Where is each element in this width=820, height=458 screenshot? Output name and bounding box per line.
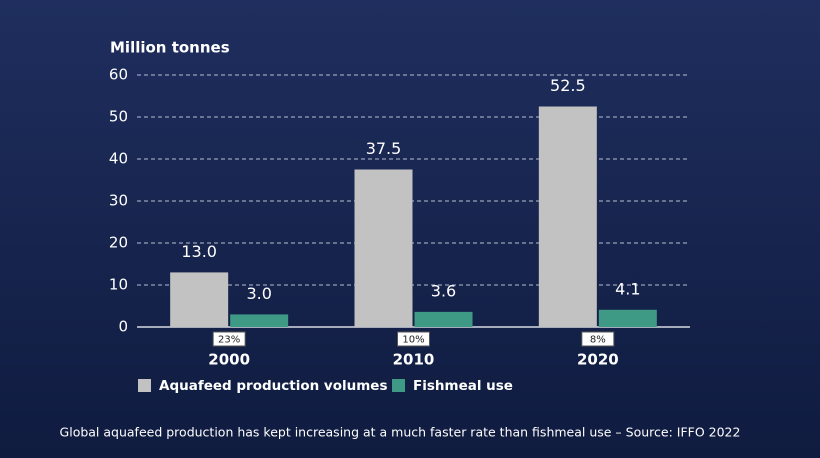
bar xyxy=(538,106,597,327)
bar xyxy=(354,169,413,327)
legend-swatch xyxy=(138,379,151,392)
legend-swatch xyxy=(392,379,405,392)
y-tick-label: 0 xyxy=(118,318,128,336)
x-tick-label: 2000 xyxy=(208,351,250,369)
bar xyxy=(598,309,657,327)
caption: Global aquafeed production has kept incr… xyxy=(60,425,741,440)
y-axis-title: Million tonnes xyxy=(110,39,230,57)
share-label: 23% xyxy=(218,335,240,346)
share-label: 10% xyxy=(402,335,424,346)
bar xyxy=(170,272,229,327)
y-tick-label: 20 xyxy=(109,234,128,252)
data-label: 3.6 xyxy=(431,281,456,300)
y-tick-label: 40 xyxy=(109,150,128,168)
legend-label: Fishmeal use xyxy=(413,378,513,394)
y-tick-label: 50 xyxy=(109,108,128,126)
x-tick-label: 2010 xyxy=(393,351,435,369)
bar xyxy=(230,314,289,327)
share-box xyxy=(212,331,246,347)
y-tick-label: 10 xyxy=(109,276,128,294)
data-label: 4.1 xyxy=(615,279,640,298)
x-tick-label: 2020 xyxy=(577,351,619,369)
data-label: 37.5 xyxy=(366,139,402,158)
data-label: 13.0 xyxy=(181,242,217,261)
y-tick-label: 30 xyxy=(109,192,128,210)
share-box xyxy=(581,331,615,347)
data-label: 3.0 xyxy=(246,284,271,303)
data-label: 52.5 xyxy=(550,76,586,95)
bar xyxy=(414,311,473,327)
share-box xyxy=(397,331,430,347)
share-label: 8% xyxy=(590,335,606,346)
y-tick-label: 60 xyxy=(109,66,128,84)
legend-label: Aquafeed production volumes xyxy=(159,378,388,394)
